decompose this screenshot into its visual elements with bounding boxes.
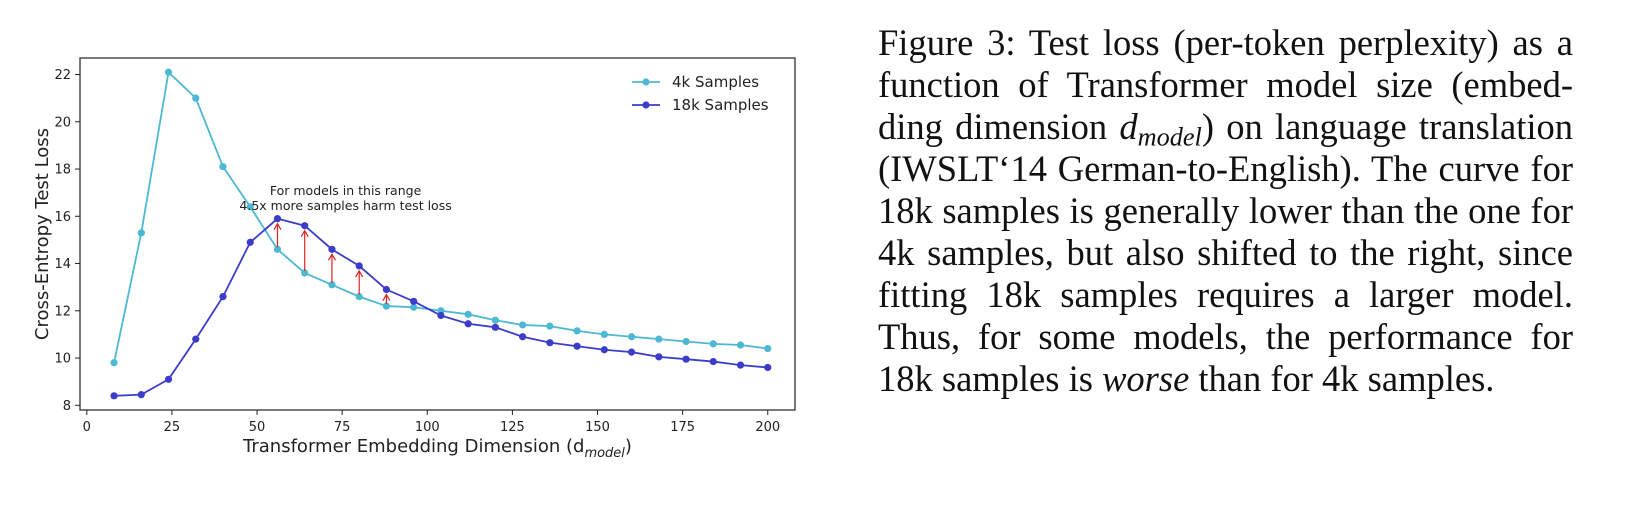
series-1-point [192,94,200,102]
series-1-point [164,68,173,76]
legend-label-2: 18k Samples [672,96,769,114]
x-tick-label: 175 [670,420,695,435]
line-chart: 0 25 50 75 100 125 150 175 200 8 10 12 14 16 18 20 22 F… [32,57,796,461]
x-tick-label: 150 [585,420,610,435]
caption-text-2: ) on language trans­lation (IWSLT‘14 Ger… [878,106,1573,399]
series-2-point [301,222,309,230]
series-1-point [110,359,118,367]
x-tick-label: 200 [755,420,780,435]
series-1-point [137,229,145,237]
y-tick-label: 10 [54,352,71,367]
legend-marker-2 [642,101,650,109]
annotation-arrow-head [300,229,309,238]
series-1-point [464,310,472,318]
series-2-point [464,320,472,328]
series-2-point [410,297,418,305]
caption-text-1: Test loss (per-token perplexity) as a fu… [878,22,1574,147]
y-axis-ticks: 8 10 12 14 16 18 20 22 [54,68,80,414]
series-2-point [164,375,173,383]
legend-marker-1 [642,78,650,86]
series-2-point [764,363,772,372]
series-1-point [682,337,690,346]
annotation-line-2: 4.5x more samples harm test loss [239,198,451,213]
series-2-point [491,323,499,331]
annotation-arrow-head [382,293,391,301]
series-2-point [600,346,608,354]
series-1-point [627,333,636,341]
series-line-1 [113,70,768,363]
x-tick-label: 125 [500,420,525,435]
series-1-point [355,293,363,301]
series-2-point [519,333,527,341]
series-1-point [246,203,254,211]
y-tick-label: 14 [54,257,71,272]
annotation-layer: For models in this range 4.5x more sampl… [239,183,452,305]
series-1-point [764,344,772,353]
caption-math-sub: model [1137,122,1202,152]
annotation-line-1: For models in this range [270,183,422,198]
series-1-point [328,281,336,289]
series-1-point [273,245,282,253]
series-1-point [301,269,309,277]
x-axis-label: Transformer Embedding Dimension (dmodel) [242,436,632,461]
series-1-point [546,322,554,330]
legend: 4k Samples 18k Samples [632,73,769,114]
series-1-point [410,303,418,311]
annotation-arrow-head [355,269,364,278]
series-2-point [546,339,554,347]
caption-text-3: than for 4k samples. [1189,358,1495,399]
series-2-point [682,355,690,363]
x-tick-label: 0 [83,420,91,435]
figure-caption: Figure 3: Test loss (per-token perplexit… [878,22,1573,400]
series-1-point [491,316,499,324]
series-1-point [573,327,581,335]
annotation-arrow-head [273,222,282,230]
series-1-point [382,302,391,310]
series-2-point [437,311,445,320]
y-tick-label: 8 [63,399,71,414]
caption-math-var: d [1119,106,1138,147]
series-2-point [110,392,118,400]
y-tick-label: 22 [54,68,71,83]
series-layer [110,68,772,400]
series-2-point [382,285,391,294]
series-1-point [219,163,227,171]
series-1-point [655,335,663,343]
x-tick-label: 50 [249,420,266,435]
y-axis-label: Cross-Entropy Test Loss [32,128,53,340]
series-2-point [355,262,363,270]
x-tick-label: 100 [415,420,440,435]
series-1-point [519,321,527,329]
series-2-point [573,342,581,350]
series-1-point [736,341,745,349]
series-2-point [219,293,227,301]
caption-emphasis: worse [1102,358,1190,399]
series-2-point [192,335,200,343]
x-tick-label: 25 [164,420,181,435]
series-1-point [600,330,608,339]
y-tick-label: 12 [54,304,71,319]
series-2-point [328,245,336,253]
annotation-arrow-head [327,253,336,261]
y-tick-label: 16 [54,210,71,225]
series-2-point [627,348,636,356]
series-2-point [709,357,717,366]
legend-label-1: 4k Samples [672,73,759,91]
series-1-point [709,340,717,348]
caption-figure-label: Figure 3: [878,22,1016,63]
series-2-point [137,391,145,399]
x-tick-label: 75 [334,420,351,435]
x-axis-ticks: 0 25 50 75 100 125 150 175 200 [83,410,780,435]
y-tick-label: 20 [54,115,71,130]
series-2-point [273,215,282,223]
series-2-point [246,238,254,246]
y-tick-label: 18 [54,163,71,178]
plot-border [79,57,796,411]
plot-frame [79,57,796,411]
series-2-point [655,353,663,361]
series-2-point [736,361,745,369]
